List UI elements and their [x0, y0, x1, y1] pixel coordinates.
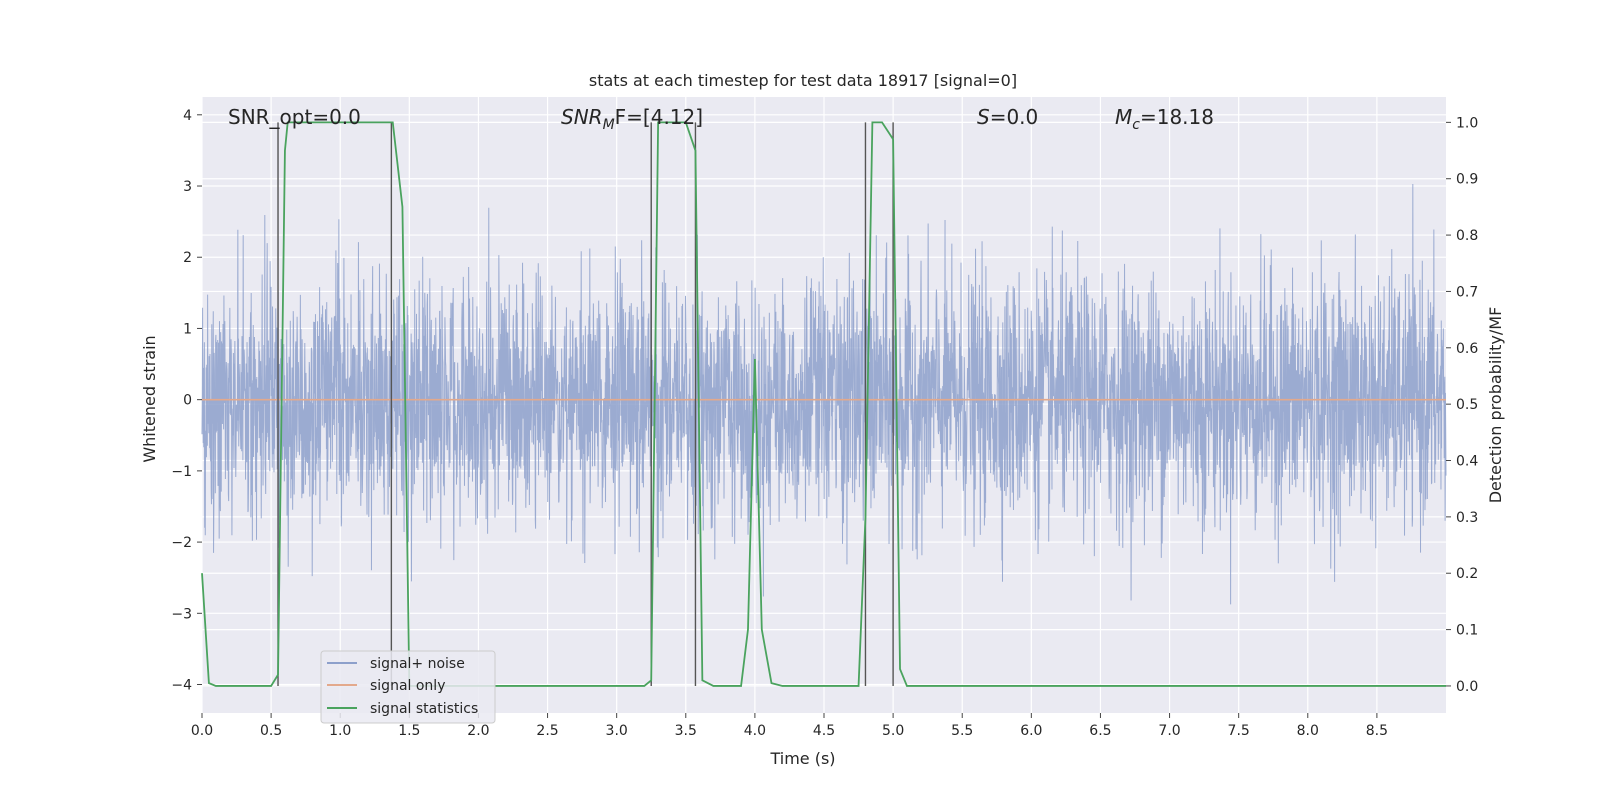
- legend-label-signal-only: signal only: [370, 678, 445, 694]
- mc-subscript: c: [1132, 117, 1140, 133]
- y-left-tick-label-0: 4: [183, 108, 192, 124]
- x-tick-label-5: 2.5: [536, 723, 558, 739]
- y-right-tick-label-4: 0.6: [1456, 341, 1478, 357]
- annotation-snr-opt: SNR_opt=0.0: [228, 105, 361, 129]
- x-ticks: 0.0 0.5 1.0 1.5 2.0 2.5 3.0 3.5 4.0 4.5 5.0 5.5 6.0 6…: [191, 713, 1388, 739]
- x-tick-label-13: 6.5: [1089, 723, 1111, 739]
- x-tick-label-0: 0.0: [191, 723, 213, 739]
- annotation-s: S=0.0: [977, 105, 1038, 129]
- x-tick-label-10: 5.0: [882, 723, 904, 739]
- x-tick-label-16: 8.0: [1297, 723, 1319, 739]
- y-left-tick-label-5: −1: [171, 464, 192, 480]
- y-right-tick-label-1: 0.9: [1456, 172, 1478, 188]
- snr-mf-symbol: SNR: [561, 105, 603, 129]
- mc-value: =18.18: [1140, 105, 1214, 129]
- snr-mf-subscript: M: [603, 117, 615, 133]
- line-series: [201, 121, 1446, 687]
- y-right-tick-label-5: 0.5: [1456, 397, 1478, 413]
- y-right-tick-label-0: 1.0: [1456, 115, 1478, 131]
- legend: signal+ noise signal only signal statist…: [320, 650, 496, 724]
- s-symbol: S: [977, 105, 990, 129]
- y-left-tick-label-3: 1: [183, 321, 192, 337]
- y-right-tick-label-2: 0.8: [1456, 228, 1478, 244]
- x-tick-label-9: 4.5: [813, 723, 835, 739]
- y-ticks-right: 1.0 0.9 0.8 0.7 0.6 0.5 0.4 0.3 0.2 0.1 0.0: [1446, 115, 1478, 695]
- y-left-tick-label-1: 3: [183, 179, 192, 195]
- annotation-snr-mf: SNRMF=[4.12]: [561, 105, 703, 133]
- x-tick-label-11: 5.5: [951, 723, 973, 739]
- s-value: =0.0: [990, 105, 1039, 129]
- x-tick-label-14: 7.0: [1158, 723, 1180, 739]
- x-tick-label-4: 2.0: [467, 723, 489, 739]
- annotation-mc: Mc=18.18: [1115, 105, 1214, 133]
- x-tick-label-3: 1.5: [398, 723, 420, 739]
- y-axis-label-left: Whitened strain: [140, 335, 159, 462]
- series-signal-statistics: [201, 121, 1446, 687]
- x-tick-label-8: 4.0: [744, 723, 766, 739]
- series-signal-noise: [201, 183, 1447, 605]
- mc-symbol: M: [1115, 105, 1132, 129]
- chart-title: stats at each timestep for test data 189…: [589, 71, 1017, 90]
- x-tick-label-2: 1.0: [329, 723, 351, 739]
- noise-series: [201, 183, 1447, 605]
- x-tick-label-15: 7.5: [1228, 723, 1250, 739]
- y-right-tick-label-10: 0.0: [1456, 679, 1478, 695]
- x-tick-label-6: 3.0: [606, 723, 628, 739]
- x-tick-label-7: 3.5: [675, 723, 697, 739]
- legend-label-signal-noise: signal+ noise: [370, 656, 465, 672]
- x-tick-label-12: 6.0: [1020, 723, 1042, 739]
- legend-box: [320, 650, 496, 724]
- y-left-tick-label-4: 0: [183, 393, 192, 409]
- y-left-tick-label-8: −4: [171, 678, 192, 694]
- y-left-tick-label-2: 2: [183, 250, 192, 266]
- legend-label-signal-statistics: signal statistics: [370, 701, 478, 717]
- x-axis-label: Time (s): [769, 749, 835, 768]
- snr-mf-value: F=[4.12]: [615, 105, 703, 129]
- y-right-tick-label-9: 0.1: [1456, 623, 1478, 639]
- y-right-tick-label-7: 0.3: [1456, 510, 1478, 526]
- y-ticks-left: 4 3 2 1 0 −1 −2 −3 −4: [171, 108, 202, 694]
- y-right-tick-label-3: 0.7: [1456, 284, 1478, 300]
- y-right-tick-label-6: 0.4: [1456, 454, 1478, 470]
- y-axis-label-right: Detection probability/MF: [1486, 307, 1505, 504]
- y-left-tick-label-7: −3: [171, 606, 192, 622]
- x-tick-label-1: 0.5: [260, 723, 282, 739]
- x-tick-label-17: 8.5: [1366, 723, 1388, 739]
- y-left-tick-label-6: −2: [171, 535, 192, 551]
- y-right-tick-label-8: 0.2: [1456, 566, 1478, 582]
